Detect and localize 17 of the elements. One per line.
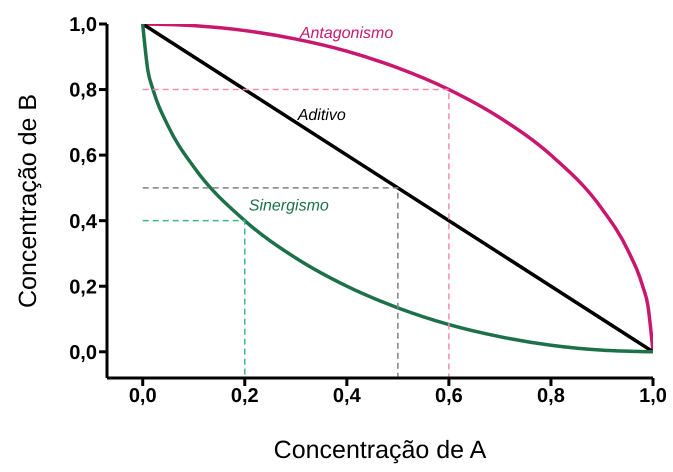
y-tick-label: 0,8 bbox=[69, 80, 97, 102]
y-axis-title: Concentração de B bbox=[14, 94, 42, 308]
x-tick-label: 0,0 bbox=[128, 385, 157, 408]
x-axis-title: Concentração de A bbox=[274, 436, 487, 464]
series-label: Aditivo bbox=[296, 107, 346, 124]
y-tick-label: 0,4 bbox=[69, 210, 98, 233]
x-tick-label: 1,0 bbox=[639, 385, 667, 408]
x-tick-label: 0,8 bbox=[537, 385, 565, 408]
y-tick-label: 1,0 bbox=[69, 14, 97, 36]
series-label: Sinergismo bbox=[248, 198, 329, 215]
x-tick-label: 0,6 bbox=[434, 385, 463, 408]
series-label: Antagonismo bbox=[298, 25, 394, 42]
y-tick-label: 0,6 bbox=[69, 145, 97, 168]
x-tick-label: 0,2 bbox=[230, 385, 259, 408]
y-tick-label: 0,2 bbox=[69, 276, 97, 298]
x-tick-label: 0,4 bbox=[332, 385, 362, 408]
y-tick-label: 0,0 bbox=[69, 342, 97, 364]
